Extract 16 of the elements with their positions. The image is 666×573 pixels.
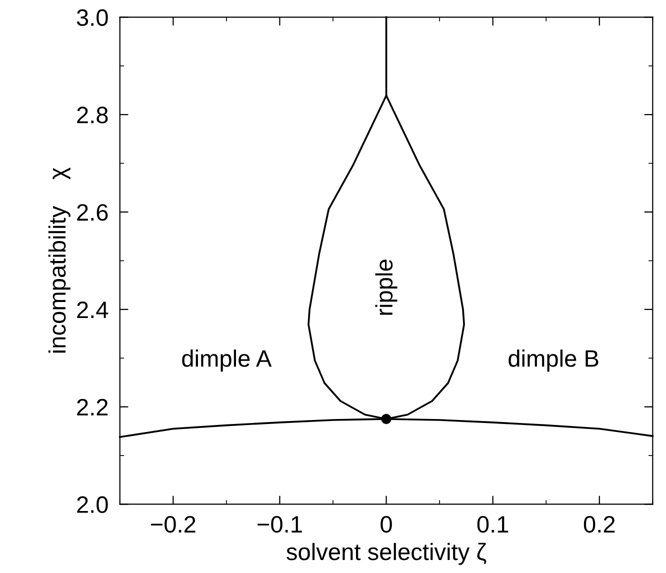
x-tick-label: −0.2 [151,516,196,533]
y-axis-title: incompatibility χ [48,168,70,353]
annotation: ripple [375,260,398,315]
x-tick-label: 0.2 [584,516,615,533]
annotation: dimple A [182,350,272,372]
x-tick-label: 0 [380,516,392,533]
y-tick-label: 2.6 [77,204,108,221]
x-axis-title: solvent selectivity ζ [286,542,486,565]
x-tick-label: 0.1 [477,516,508,533]
y-tick-label: 2.0 [77,496,108,514]
annotation: dimple B [508,350,598,372]
y-tick-label: 3.0 [76,9,108,26]
y-tick-label: 2.2 [77,398,108,416]
y-tick-label: 2.8 [77,106,108,124]
x-tick-label: −0.1 [258,516,302,533]
y-tick-label: 2.4 [77,301,108,318]
